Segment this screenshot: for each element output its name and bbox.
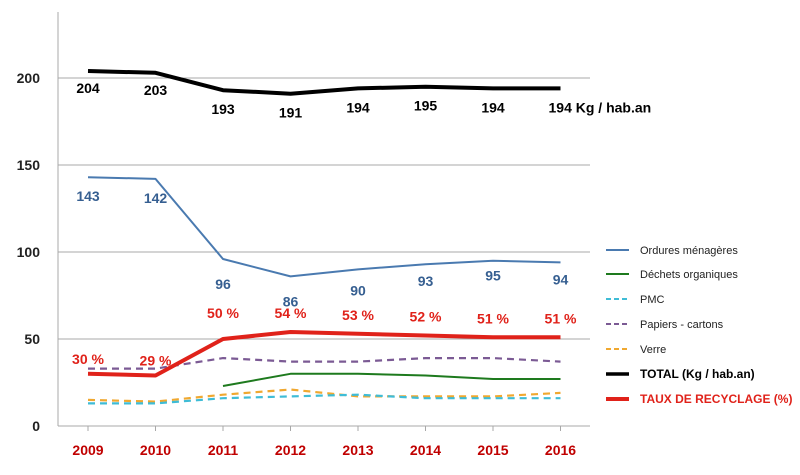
- data-label: 195: [414, 98, 438, 114]
- x-tick-label: 2011: [208, 442, 239, 458]
- data-label: 143: [76, 188, 100, 204]
- series-line-taux-de-recyclage: [87, 330, 561, 378]
- data-label: 194: [481, 99, 505, 115]
- data-label: 50 %: [207, 305, 239, 321]
- y-tick-label: 50: [24, 331, 40, 347]
- data-label: 53 %: [342, 307, 374, 323]
- x-tick-label: 2013: [342, 442, 373, 458]
- data-label: 193: [211, 101, 235, 117]
- data-label: 95: [485, 268, 501, 284]
- data-label: 142: [144, 190, 168, 206]
- data-label: 29 %: [140, 353, 172, 369]
- x-tick-label: 2015: [477, 442, 508, 458]
- data-label: 93: [418, 273, 434, 289]
- y-tick-label: 200: [17, 70, 41, 86]
- x-tick-label: 2009: [72, 442, 103, 458]
- x-tick-label: 2010: [140, 442, 171, 458]
- data-label: 54 %: [275, 305, 307, 321]
- data-label: 51 %: [545, 310, 577, 326]
- legend-label: Verre: [640, 344, 666, 356]
- series-line-ordures-menageres: [87, 176, 561, 278]
- series-line-pmc: [88, 393, 561, 405]
- y-tick-label: 150: [17, 157, 41, 173]
- y-tick-label: 100: [17, 244, 41, 260]
- series-line-verre: [87, 388, 561, 403]
- legend-label: TAUX DE RECYCLAGE (%): [640, 392, 792, 406]
- legend-label: TOTAL (Kg / hab.an): [640, 367, 755, 381]
- data-label: 194 Kg / hab.an: [549, 99, 652, 115]
- x-tick-label: 2012: [275, 442, 306, 458]
- legend-label: Papiers - cartons: [640, 319, 724, 331]
- data-label: 51 %: [477, 310, 509, 326]
- series-line-papiers-cartons: [88, 357, 561, 370]
- data-label: 203: [144, 82, 168, 98]
- series-line-total-kg-hab-an: [87, 69, 561, 96]
- data-label: 194: [346, 99, 370, 115]
- legend-label: Ordures ménagères: [640, 245, 738, 257]
- legend-label: PMC: [640, 294, 665, 306]
- y-tick-label: 0: [32, 418, 40, 434]
- data-label: 204: [76, 80, 100, 96]
- x-tick-label: 2014: [410, 442, 441, 458]
- data-label: 96: [215, 276, 231, 292]
- data-label: 86: [283, 293, 299, 309]
- legend-label: Déchets organiques: [640, 269, 738, 281]
- data-label: 94: [553, 271, 569, 287]
- data-label: 90: [350, 282, 366, 298]
- data-label: 52 %: [410, 309, 442, 325]
- series-line-dechets-organiques: [222, 372, 561, 387]
- data-label: 191: [279, 105, 303, 121]
- x-tick-label: 2016: [545, 442, 576, 458]
- data-label: 30 %: [72, 351, 104, 367]
